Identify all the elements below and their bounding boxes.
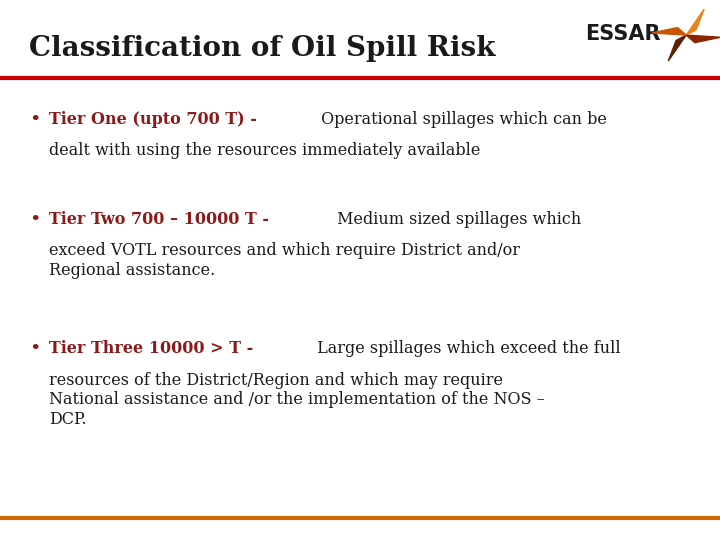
Polygon shape <box>686 9 704 35</box>
Text: ESSAR: ESSAR <box>585 24 660 44</box>
Text: dealt with using the resources immediately available: dealt with using the resources immediate… <box>49 142 480 159</box>
Text: Operational spillages which can be: Operational spillages which can be <box>316 111 607 127</box>
Text: Medium sized spillages which: Medium sized spillages which <box>332 211 581 227</box>
Polygon shape <box>668 35 686 61</box>
Text: Tier Two 700 – 10000 T -: Tier Two 700 – 10000 T - <box>49 211 269 227</box>
Polygon shape <box>652 28 686 35</box>
Text: •: • <box>29 211 40 228</box>
Text: •: • <box>29 111 40 129</box>
Text: •: • <box>29 340 40 358</box>
Text: Tier Three 10000 > T -: Tier Three 10000 > T - <box>49 340 253 357</box>
Text: exceed VOTL resources and which require District and/or
Regional assistance.: exceed VOTL resources and which require … <box>49 242 520 279</box>
Text: Tier One (upto 700 T) -: Tier One (upto 700 T) - <box>49 111 257 127</box>
Text: Large spillages which exceed the full: Large spillages which exceed the full <box>312 340 620 357</box>
Text: Classification of Oil Spill Risk: Classification of Oil Spill Risk <box>29 35 495 62</box>
Polygon shape <box>686 35 720 43</box>
Text: resources of the District/Region and which may require
National assistance and /: resources of the District/Region and whi… <box>49 372 544 428</box>
